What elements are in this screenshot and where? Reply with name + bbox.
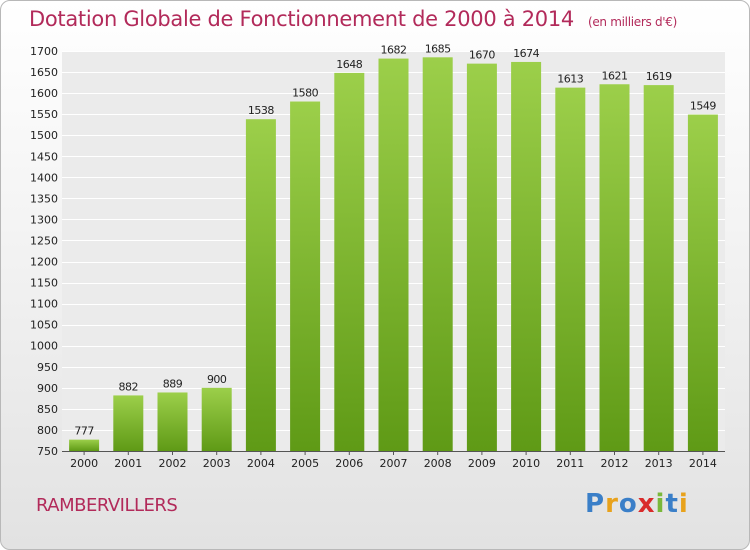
x-tick-label-2012: 2012 [601, 457, 629, 470]
data-label-2013: 1619 [646, 70, 672, 83]
logo-letter: i [655, 489, 666, 519]
data-labels: 777 882 889 900 1538 1580 1648 1682 1685 1670 1674… [74, 42, 717, 438]
chart-subtitle: (en milliers d'€) [587, 15, 677, 29]
x-tick-label-2008: 2008 [424, 457, 452, 470]
data-label-2000: 777 [74, 425, 94, 438]
y-tick-label: 800 [37, 424, 58, 437]
y-tick-label: 850 [37, 403, 58, 416]
y-axis-ticks: 750 800 850 900 950 1000 1050 1100 1150 1200 1250 1… [30, 45, 58, 458]
data-label-2008: 1685 [425, 42, 451, 55]
bar-2005 [290, 101, 321, 452]
y-tick-label: 1400 [30, 171, 58, 184]
bar-2012 [599, 84, 630, 452]
x-tick-label-2009: 2009 [468, 457, 496, 470]
town-name: RAMBERVILLERS [36, 495, 178, 516]
y-tick-label: 1550 [30, 108, 58, 121]
y-tick-label: 1050 [30, 319, 58, 332]
bars [69, 57, 718, 452]
y-tick-label: 1300 [30, 213, 58, 226]
logo-letter: o [618, 489, 638, 519]
data-label-2011: 1613 [557, 73, 583, 86]
logo-letter: t [665, 489, 679, 519]
x-tick-label-2006: 2006 [335, 457, 363, 470]
y-tick-label: 1100 [30, 298, 58, 311]
x-tick-label-2001: 2001 [114, 457, 142, 470]
y-tick-label: 1450 [30, 150, 58, 163]
y-tick-label: 1000 [30, 340, 58, 353]
data-label-2003: 900 [207, 373, 227, 386]
data-label-2005: 1580 [292, 87, 318, 100]
data-label-2009: 1670 [469, 49, 495, 62]
bar-2009 [466, 63, 497, 451]
y-tick-label: 1350 [30, 192, 58, 205]
y-tick-label: 1650 [30, 66, 58, 79]
data-label-2001: 882 [119, 380, 139, 393]
y-tick-label: 1700 [30, 45, 58, 58]
bar-2007 [378, 58, 409, 451]
y-tick-label: 1600 [30, 87, 58, 100]
x-tick-label-2002: 2002 [159, 457, 187, 470]
chart-title: Dotation Globale de Fonctionnement de 20… [29, 7, 677, 31]
x-tick-label-2011: 2011 [556, 457, 584, 470]
x-tick-label-2014: 2014 [689, 457, 717, 470]
x-tick-label-2000: 2000 [70, 457, 98, 470]
x-tick-label-2007: 2007 [380, 457, 408, 470]
data-label-2006: 1648 [336, 58, 362, 71]
x-tick-label-2013: 2013 [645, 457, 673, 470]
y-tick-label: 1200 [30, 256, 58, 269]
y-tick-label: 900 [37, 382, 58, 395]
bar-2014 [687, 114, 718, 451]
logo-letter: r [605, 489, 619, 519]
y-tick-label: 750 [37, 445, 58, 458]
data-label-2010: 1674 [513, 47, 539, 60]
proxiti-logo: Proxiti [585, 489, 689, 519]
y-tick-label: 1250 [30, 234, 58, 247]
y-tick-label: 1150 [30, 277, 58, 290]
logo-letter: x [637, 489, 656, 519]
data-label-2012: 1621 [602, 69, 628, 82]
bar-2008 [422, 57, 453, 451]
y-tick-label: 1500 [30, 129, 58, 142]
x-tick-label-2010: 2010 [512, 457, 540, 470]
bar-2013 [643, 85, 674, 452]
bar-2006 [334, 72, 365, 451]
data-label-2007: 1682 [381, 44, 407, 57]
x-tick-label-2005: 2005 [291, 457, 319, 470]
bar-2003 [201, 387, 232, 451]
bar-2010 [511, 61, 542, 452]
chart-title-text: Dotation Globale de Fonctionnement de 20… [29, 7, 574, 31]
y-tick-label: 950 [37, 361, 58, 374]
logo-letter: P [585, 489, 606, 519]
data-label-2002: 889 [163, 377, 183, 390]
data-label-2004: 1538 [248, 104, 274, 117]
bar-2004 [245, 119, 276, 452]
bar-2000 [69, 439, 100, 451]
bar-2011 [555, 87, 586, 451]
logo-letter: i [678, 489, 689, 519]
x-axis-ticks: 2000 2001 2002 2003 2004 2005 2006 2007 2008 2009… [70, 451, 717, 470]
x-tick-label-2003: 2003 [203, 457, 231, 470]
data-label-2014: 1549 [690, 100, 716, 113]
bar-2001 [113, 395, 144, 451]
x-tick-label-2004: 2004 [247, 457, 275, 470]
bar-2002 [157, 392, 188, 451]
